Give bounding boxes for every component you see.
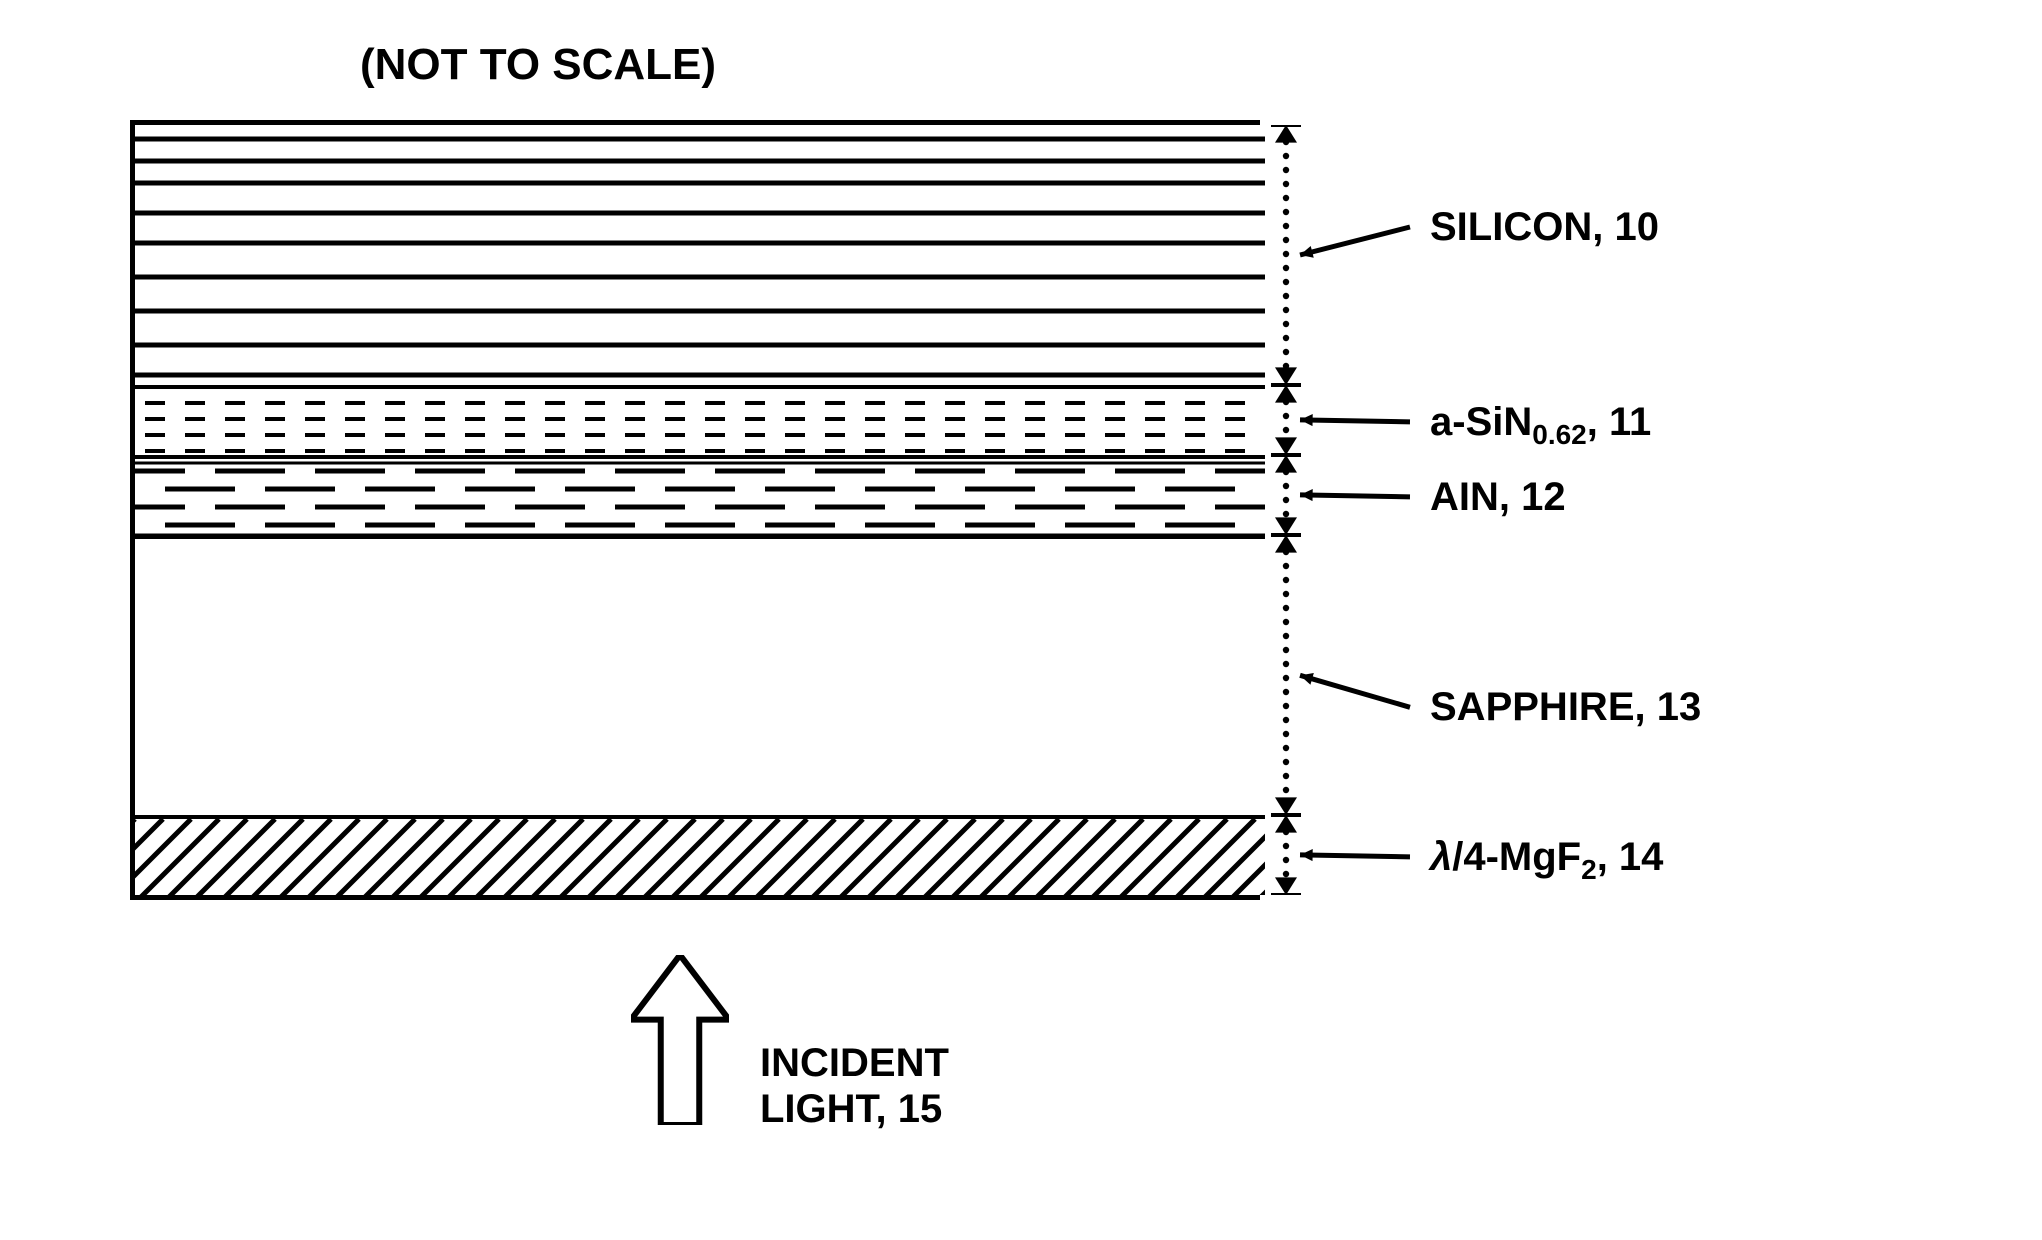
incident-arrow-icon: [631, 955, 729, 1125]
layer-asin: [135, 385, 1265, 455]
label-asin: a-SiN0.62, 11: [1430, 400, 1651, 451]
layer-sapphire: [135, 535, 1265, 815]
diagram-container: (NOT TO SCALE) SILICON, 10 a-SiN0.62, 11…: [40, 40, 2000, 1200]
label-silicon: SILICON, 10: [1430, 205, 1659, 250]
incident-light-label: INCIDENT LIGHT, 15: [760, 1040, 949, 1132]
incident-line2: LIGHT, 15: [760, 1087, 942, 1131]
title-not-to-scale: (NOT TO SCALE): [360, 40, 716, 90]
layer-mgf2: [135, 815, 1265, 895]
layer-silicon: [135, 125, 1265, 385]
layer-aln: [135, 455, 1265, 535]
layer-stack: [130, 120, 1260, 900]
label-mgf2: λ/4-MgF2, 14: [1430, 835, 1663, 886]
label-sapphire: SAPPHIRE, 13: [1430, 685, 1701, 730]
label-aln: AIN, 12: [1430, 475, 1566, 520]
incident-line1: INCIDENT: [760, 1041, 949, 1085]
